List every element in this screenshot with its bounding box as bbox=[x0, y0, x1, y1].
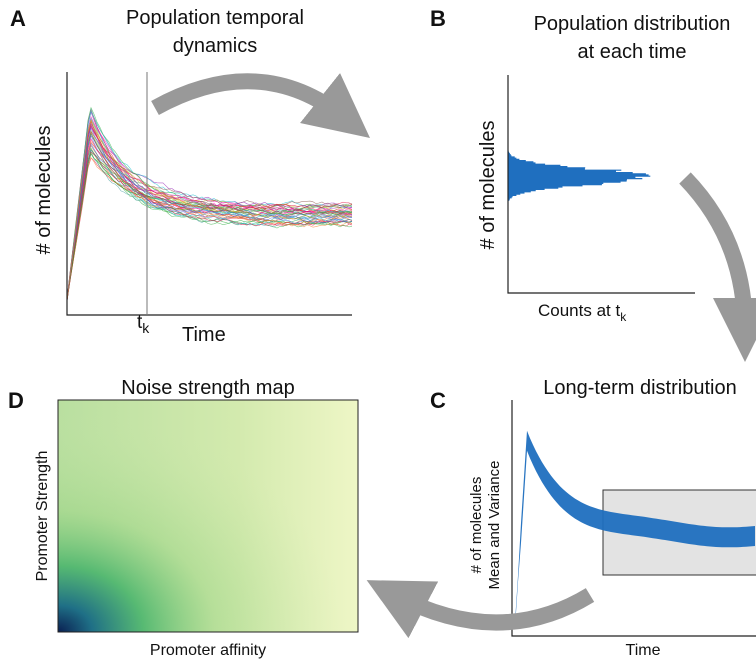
trajectory bbox=[66, 123, 353, 299]
trajectory bbox=[66, 117, 353, 300]
trajectory bbox=[66, 156, 353, 299]
mean-variance-band bbox=[515, 430, 755, 628]
heatmap-overlay bbox=[57, 399, 359, 633]
panel-title: Long-term distribution bbox=[543, 377, 736, 399]
y-axis-label: # of molecules bbox=[33, 126, 55, 255]
x-axis-label: Counts at tk bbox=[538, 301, 627, 324]
arrow bbox=[151, 73, 370, 138]
trajectory bbox=[66, 153, 353, 302]
y-axis-label: Promoter Strength bbox=[34, 451, 51, 582]
trajectory bbox=[66, 125, 353, 300]
trajectory bbox=[66, 119, 353, 301]
x-axis-label: Time bbox=[626, 642, 661, 659]
panel-label: B bbox=[430, 6, 446, 31]
panel-label: A bbox=[10, 6, 26, 31]
trajectory bbox=[66, 119, 353, 301]
panel-label: D bbox=[8, 388, 24, 413]
panel-title: dynamics bbox=[173, 35, 257, 57]
trajectories bbox=[66, 106, 353, 302]
x-axis-label: Promoter affinity bbox=[150, 642, 266, 659]
trajectory bbox=[66, 106, 353, 300]
panel-title: Noise strength map bbox=[121, 377, 294, 399]
arrow bbox=[366, 580, 595, 639]
x-axis-label: Time bbox=[182, 324, 226, 346]
trajectory bbox=[66, 157, 353, 300]
axes bbox=[507, 75, 695, 294]
panel-title: Population distribution bbox=[534, 13, 731, 35]
trajectory bbox=[66, 127, 353, 299]
trajectory bbox=[66, 133, 353, 300]
trajectory bbox=[66, 130, 353, 302]
trajectory bbox=[66, 152, 353, 300]
histogram bbox=[507, 142, 651, 201]
y-axis-label: # of molecules bbox=[477, 121, 499, 250]
axes bbox=[66, 72, 352, 316]
marker-label: tk bbox=[137, 312, 150, 336]
panel-title: at each time bbox=[578, 41, 687, 63]
y-axis-label: Mean and Variance bbox=[486, 461, 503, 590]
arrow bbox=[679, 172, 756, 362]
panel-title: Population temporal bbox=[126, 7, 304, 29]
panel-label: C bbox=[430, 388, 446, 413]
axes bbox=[511, 400, 756, 637]
trajectory bbox=[66, 144, 353, 300]
trajectory bbox=[66, 108, 353, 300]
trajectory bbox=[66, 126, 353, 302]
trajectory bbox=[66, 151, 353, 302]
y-axis-label: # of molecules bbox=[468, 477, 485, 574]
